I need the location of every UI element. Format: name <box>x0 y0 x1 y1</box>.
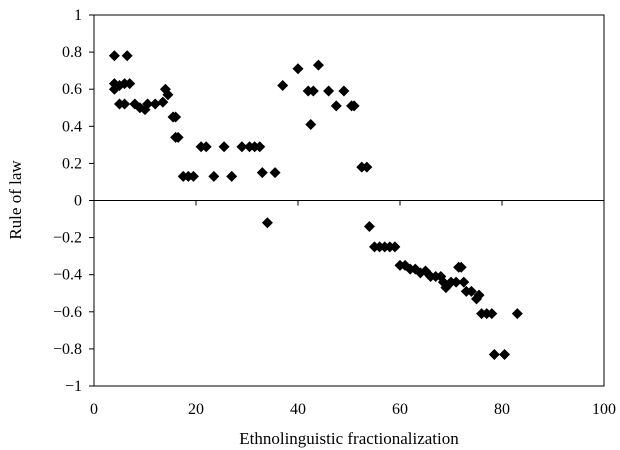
data-point <box>361 161 373 173</box>
y-axis-title: Rule of law <box>6 160 25 240</box>
data-point <box>305 118 317 130</box>
data-point <box>170 111 182 123</box>
data-point <box>389 241 401 253</box>
x-tick-label: 40 <box>290 401 306 418</box>
x-tick-label: 80 <box>494 401 510 418</box>
y-tick-label: 0.2 <box>62 155 82 172</box>
data-point <box>108 50 120 62</box>
y-tick-label: 0.8 <box>62 44 82 61</box>
data-point <box>162 89 174 101</box>
data-point <box>226 170 238 182</box>
data-point <box>149 98 161 110</box>
data-point <box>269 167 281 179</box>
data-point <box>256 167 268 179</box>
y-tick-label: 0 <box>74 193 82 210</box>
data-point <box>172 131 184 143</box>
data-point <box>236 141 248 153</box>
data-point <box>292 63 304 75</box>
data-point <box>121 50 133 62</box>
y-tick-label: −1 <box>65 378 82 395</box>
y-tick-label: 0.6 <box>62 81 82 98</box>
x-tick-label: 20 <box>188 401 204 418</box>
data-point <box>208 170 220 182</box>
data-point <box>458 276 470 288</box>
data-point <box>142 98 154 110</box>
data-point <box>348 100 360 112</box>
x-tick-label: 100 <box>592 401 616 418</box>
data-point <box>473 289 485 301</box>
x-axis: 0 20 40 60 80 100 <box>90 200 616 418</box>
y-tick-label: 0.4 <box>62 118 82 135</box>
data-point <box>119 98 131 110</box>
data-point <box>330 100 342 112</box>
data-point <box>124 78 136 90</box>
data-point <box>261 217 273 229</box>
y-tick-label: −0.8 <box>53 341 82 358</box>
x-axis-title: Ethnolinguistic fractionalization <box>239 429 459 448</box>
y-tick-label: −0.6 <box>53 304 82 321</box>
data-point <box>187 170 199 182</box>
data-point <box>307 85 319 97</box>
y-tick-label: 1 <box>74 7 82 24</box>
data-point <box>363 220 375 232</box>
data-point <box>499 348 511 360</box>
data-point <box>157 96 169 108</box>
data-point <box>488 348 500 360</box>
y-tick-label: −0.4 <box>53 267 82 284</box>
data-point <box>218 141 230 153</box>
data-points <box>108 50 523 360</box>
data-point <box>455 261 467 273</box>
data-point <box>338 85 350 97</box>
x-tick-label: 0 <box>90 401 98 418</box>
data-point <box>323 85 335 97</box>
data-point <box>486 308 498 320</box>
data-point <box>312 59 324 71</box>
data-point <box>200 141 212 153</box>
data-point <box>254 141 266 153</box>
data-point <box>450 276 462 288</box>
data-point <box>277 79 289 91</box>
x-tick-label: 60 <box>392 401 408 418</box>
y-axis: 1 0.8 0.6 0.4 0.2 0 −0.2 −0.4 −0.6 −0.8 −1 <box>53 7 94 395</box>
data-point <box>465 285 477 297</box>
data-point <box>511 308 523 320</box>
y-tick-label: −0.2 <box>53 230 82 247</box>
